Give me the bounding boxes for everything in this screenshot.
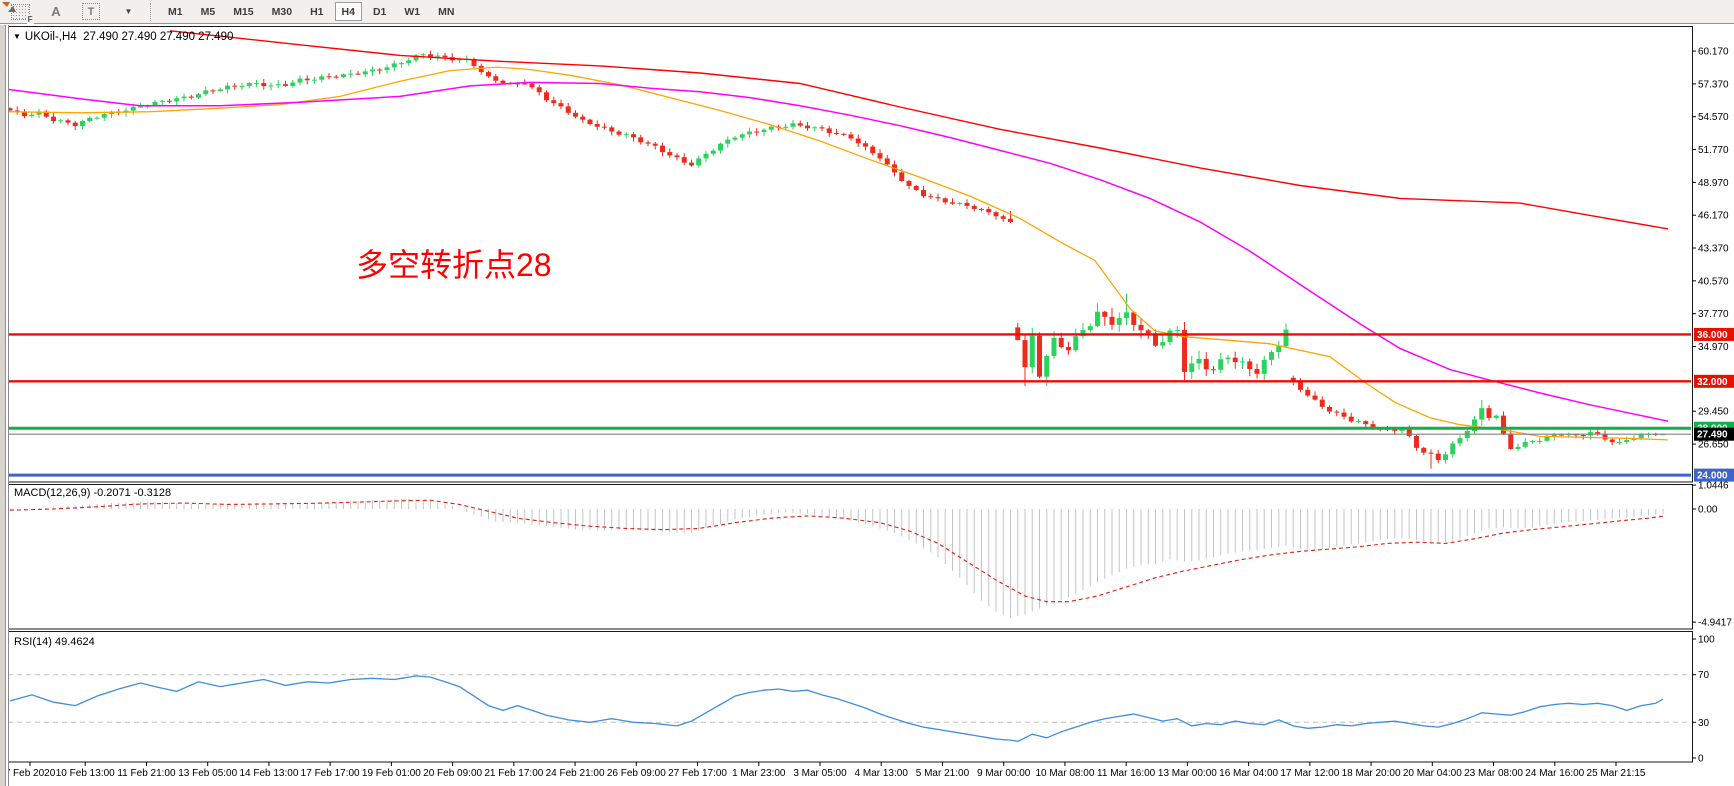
price-axis-tick: 40.570 <box>1698 276 1729 287</box>
timeframe-h4-button[interactable]: H4 <box>334 2 362 21</box>
time-axis-label: 18 Mar 20:00 <box>1342 768 1401 779</box>
time-axis-label: 20 Mar 04:00 <box>1403 768 1462 779</box>
svg-text:36.000: 36.000 <box>1697 330 1728 341</box>
timeframe-mn-button[interactable]: MN <box>431 2 461 21</box>
time-axis-label: 20 Feb 09:00 <box>423 768 482 779</box>
price-level-label: 36.000 <box>1694 327 1734 341</box>
timeframe-m30-button[interactable]: M30 <box>265 2 299 21</box>
macd-axis-tick: -4.9417 <box>1698 618 1732 629</box>
macd-axis-tick: 1.0446 <box>1698 481 1729 492</box>
time-axis-label: 9 Mar 00:00 <box>977 768 1031 779</box>
timeframe-h1-button[interactable]: H1 <box>303 2 330 21</box>
price-level-label: 27.490 <box>1694 427 1734 441</box>
time-axis-label: 7 Feb 2020 <box>5 768 56 779</box>
rsi-layer <box>9 674 1691 742</box>
macd-axis-tick: 0.00 <box>1698 505 1718 516</box>
price-axis-tick: 46.170 <box>1698 211 1729 222</box>
timeframe-d1-button[interactable]: D1 <box>366 2 393 21</box>
time-axis-label: 16 Mar 04:00 <box>1219 768 1278 779</box>
rsi-axis-tick: 100 <box>1698 635 1715 646</box>
timeframe-m1-button[interactable]: M1 <box>161 2 190 21</box>
time-axis-label: 1 Mar 23:00 <box>732 768 786 779</box>
text-box-tool-button[interactable]: T <box>68 2 100 22</box>
time-axis-label: 24 Feb 21:00 <box>546 768 605 779</box>
macd-layer <box>9 498 1664 618</box>
timeframe-m5-button[interactable]: M5 <box>194 2 223 21</box>
text-label-tool-button[interactable]: A <box>44 2 68 22</box>
svg-text:27.490: 27.490 <box>1697 430 1728 441</box>
price-axis-tick: 26.650 <box>1698 440 1729 451</box>
time-axis-label: 19 Feb 01:00 <box>362 768 421 779</box>
price-axis-tick: 48.970 <box>1698 178 1729 189</box>
macd-signal-line <box>9 499 1664 603</box>
grid-icon: F <box>10 3 34 24</box>
macd-panel <box>8 484 1693 630</box>
chevron-down-icon: ▼ <box>124 7 133 16</box>
price-axis: 60.170 57.370 54.570 51.770 48.970 46.170 43.3… <box>1692 47 1734 765</box>
timeframe-w1-button[interactable]: W1 <box>397 2 427 21</box>
main-chart-layer <box>9 30 1691 477</box>
chart-annotation-text[interactable]: 多空转折点28 <box>356 247 552 283</box>
price-level-label: 24.000 <box>1694 468 1734 482</box>
time-axis-label: 3 Mar 05:00 <box>793 768 847 779</box>
rsi-line <box>9 675 1664 742</box>
price-level-label: 32.000 <box>1694 374 1734 388</box>
rsi-axis-tick: 0 <box>1698 754 1704 765</box>
candlestick-series <box>9 50 1666 469</box>
time-axis-label: 4 Mar 13:00 <box>855 768 909 779</box>
timeframe-m15-button[interactable]: M15 <box>226 2 260 21</box>
grid-icon-sub-label: F <box>26 14 34 24</box>
time-axis-label: 14 Feb 13:00 <box>239 768 298 779</box>
time-axis-label: 17 Mar 12:00 <box>1280 768 1339 779</box>
price-axis-tick: 54.570 <box>1698 112 1729 123</box>
time-axis-label: 25 Mar 21:15 <box>1587 768 1646 779</box>
letter-a-icon: A <box>51 4 61 19</box>
price-axis-tick: 29.450 <box>1698 407 1729 418</box>
window-edge <box>0 25 9 786</box>
toolbar: F A T ▼ M1 M5 M15 M30 H1 H4 D1 W1 MN <box>0 0 1734 24</box>
time-axis-label: 23 Mar 08:00 <box>1464 768 1523 779</box>
time-axis-label: 5 Mar 21:00 <box>916 768 970 779</box>
price-axis-tick: 60.170 <box>1698 47 1729 58</box>
rsi-panel <box>8 631 1693 763</box>
grid-tool-button[interactable]: F <box>6 2 34 24</box>
price-axis-tick: 34.970 <box>1698 342 1729 353</box>
time-axis-label: 13 Mar 00:00 <box>1158 768 1217 779</box>
time-axis-label: 11 Feb 21:00 <box>117 768 176 779</box>
price-axis-tick: 37.770 <box>1698 309 1729 320</box>
rsi-axis-tick: 30 <box>1698 718 1710 729</box>
time-axis-label: 24 Mar 16:00 <box>1525 768 1584 779</box>
arrow-objects-tool-button[interactable]: ▼ <box>2 2 138 22</box>
time-axis-label: 27 Feb 17:00 <box>668 768 727 779</box>
time-axis-label: 10 Mar 08:00 <box>1035 768 1094 779</box>
arrow-shapes-icon <box>2 2 16 12</box>
time-axis-label: 11 Mar 16:00 <box>1097 768 1156 779</box>
text-box-icon: T <box>82 3 100 20</box>
svg-text:24.000: 24.000 <box>1697 471 1728 482</box>
rsi-axis-tick: 70 <box>1698 670 1710 681</box>
toolbar-separator <box>150 2 151 21</box>
time-axis: 7 Feb 2020 10 Feb 13:00 11 Feb 21:00 13 Feb… <box>5 762 1646 779</box>
svg-text:32.000: 32.000 <box>1697 377 1728 388</box>
price-axis-tick: 43.370 <box>1698 244 1729 255</box>
time-axis-label: 13 Feb 05:00 <box>178 768 237 779</box>
time-axis-label: 17 Feb 17:00 <box>301 768 360 779</box>
time-axis-label: 21 Feb 17:00 <box>484 768 543 779</box>
time-axis-label: 26 Feb 09:00 <box>607 768 666 779</box>
price-axis-tick: 51.770 <box>1698 145 1729 156</box>
price-axis-tick: 57.370 <box>1698 79 1729 90</box>
time-axis-label: 10 Feb 13:00 <box>56 768 115 779</box>
